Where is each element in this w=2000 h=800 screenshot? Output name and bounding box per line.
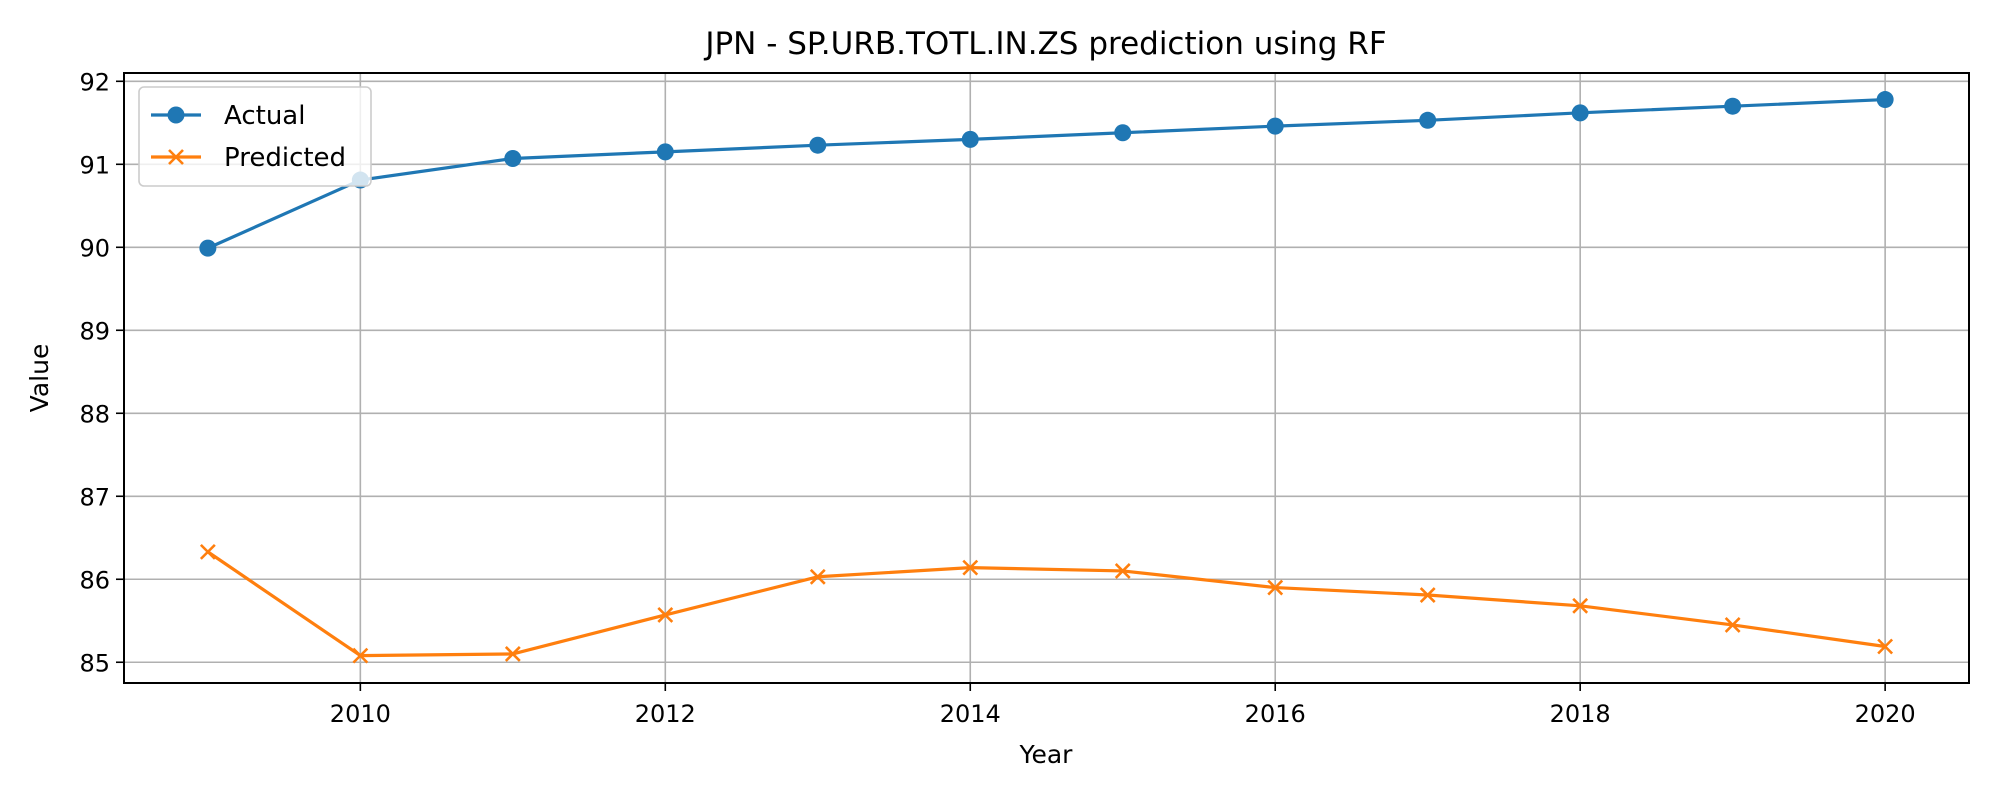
y-tick-label: 88 xyxy=(79,400,110,428)
series-line-predicted xyxy=(206,550,1886,658)
grid xyxy=(124,73,1969,683)
legend-item-predicted: Predicted xyxy=(151,143,346,173)
data-point-predicted xyxy=(1877,638,1894,655)
data-point-actual xyxy=(1114,124,1132,142)
data-point-predicted xyxy=(1572,597,1589,614)
legend: Actual Predicted xyxy=(138,86,372,187)
data-point-actual xyxy=(199,239,217,257)
series-predicted xyxy=(199,543,1894,664)
data-point-predicted xyxy=(352,647,369,664)
data-point-predicted xyxy=(809,568,826,585)
data-point-predicted xyxy=(504,646,521,662)
legend-label-actual: Actual xyxy=(224,101,305,131)
legend-marker-actual xyxy=(167,106,185,124)
data-point-predicted xyxy=(1267,579,1284,596)
y-tick-label: 90 xyxy=(79,234,110,262)
y-tick-label: 92 xyxy=(79,68,110,96)
chart-title: JPN - SP.URB.TOTL.IN.ZS prediction using… xyxy=(703,26,1386,62)
series-layer xyxy=(199,91,1894,664)
legend-label-predicted: Predicted xyxy=(224,143,346,173)
x-tick-label: 2020 xyxy=(1855,700,1916,728)
y-tick-label: 85 xyxy=(79,649,110,677)
data-point-predicted xyxy=(1114,563,1131,579)
data-point-actual xyxy=(1571,104,1589,122)
data-point-actual xyxy=(1419,111,1437,129)
y-axis-label: Value xyxy=(25,344,54,413)
x-tick-label: 2018 xyxy=(1550,700,1611,728)
y-tick-label: 91 xyxy=(79,151,110,179)
data-point-predicted xyxy=(657,607,674,623)
data-point-actual xyxy=(656,143,674,161)
x-tick-label: 2012 xyxy=(635,700,696,728)
data-point-predicted xyxy=(1419,587,1436,603)
y-tick-label: 86 xyxy=(79,566,110,594)
data-point-predicted xyxy=(199,543,216,560)
x-axis-label: Year xyxy=(1019,740,1074,769)
y-tick-label: 87 xyxy=(79,483,110,511)
data-point-actual xyxy=(1876,91,1894,109)
legend-frame xyxy=(138,86,372,187)
x-tick-label: 2014 xyxy=(940,700,1001,728)
series-line-actual xyxy=(207,97,1886,250)
data-point-actual xyxy=(809,136,827,154)
data-point-predicted xyxy=(962,559,979,576)
legend-marker-predicted xyxy=(168,149,184,165)
x-tick-label: 2016 xyxy=(1245,700,1306,728)
y-tick-label: 89 xyxy=(79,317,110,345)
data-point-actual xyxy=(961,130,979,148)
data-point-predicted xyxy=(1724,616,1741,633)
ticks: 2010 2012 2014 2016 2018 2020 85 86 87 88 89 90 91 92 xyxy=(79,68,1915,728)
plot-frame xyxy=(123,72,1970,684)
data-point-actual xyxy=(504,149,522,167)
data-point-actual xyxy=(1724,97,1742,115)
legend-item-actual: Actual xyxy=(151,101,305,131)
data-point-actual xyxy=(1266,117,1284,135)
x-tick-label: 2010 xyxy=(330,700,391,728)
